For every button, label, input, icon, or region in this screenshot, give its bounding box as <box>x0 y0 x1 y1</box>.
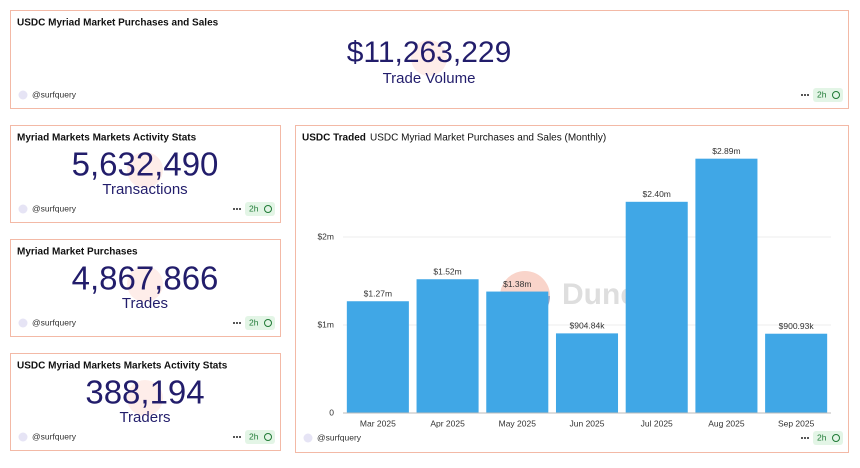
age: 2h <box>249 431 259 441</box>
menu-dot <box>239 322 241 324</box>
author: @surfquery <box>32 431 77 441</box>
chart-title: USDC Traded <box>302 133 366 144</box>
menu-dot <box>239 208 241 210</box>
counter-label: Trades <box>122 295 168 312</box>
menu-dot <box>236 322 238 324</box>
check-icon <box>264 319 272 327</box>
menu-dot <box>239 436 241 438</box>
value-label: $1.27m <box>364 288 392 298</box>
counter-glow <box>127 266 163 302</box>
chart-subtitle: USDC Myriad Market Purchases and Sales (… <box>370 133 606 144</box>
bar <box>765 333 828 413</box>
menu-dot <box>236 208 238 210</box>
watermark: Dune <box>562 278 637 311</box>
y-tick-label: 0 <box>329 407 334 417</box>
author: @surfquery <box>32 89 77 99</box>
value-label: $904.84k <box>570 321 606 331</box>
check-icon <box>832 91 840 99</box>
menu-dot <box>801 437 803 439</box>
counter-label: Transactions <box>102 181 187 198</box>
avatar <box>18 432 28 442</box>
bar <box>416 279 479 413</box>
x-tick-label: Apr 2025 <box>430 418 465 428</box>
bar <box>346 301 409 413</box>
bar <box>625 201 688 413</box>
value-label: $1.38m <box>503 279 531 289</box>
value-label: $1.52m <box>433 266 461 276</box>
x-tick-label: Sep 2025 <box>778 418 815 428</box>
menu-dot <box>807 437 809 439</box>
age: 2h <box>817 89 827 99</box>
value-label: $2.89m <box>712 146 740 156</box>
menu-dot <box>807 94 809 96</box>
check-icon <box>832 434 840 442</box>
avatar <box>303 433 313 443</box>
value-label: $900.93k <box>779 321 815 331</box>
bar <box>555 333 619 413</box>
x-tick-label: Jun 2025 <box>570 418 605 428</box>
bar <box>695 158 758 413</box>
counter-value: 5,632,490 <box>72 146 219 183</box>
menu-dot <box>233 322 235 324</box>
avatar <box>18 90 28 100</box>
x-tick-label: Mar 2025 <box>360 418 396 428</box>
age: 2h <box>249 317 259 327</box>
counter-title: Myriad Markets Markets Activity Stats <box>17 133 197 144</box>
value-label: $2.40m <box>643 189 671 199</box>
counter-glow <box>127 152 163 188</box>
author: @surfquery <box>317 432 362 442</box>
counter-glow <box>127 380 163 416</box>
menu-dot <box>801 94 803 96</box>
counter-value: 388,194 <box>85 374 204 411</box>
x-tick-label: Aug 2025 <box>708 418 745 428</box>
counter-title: USDC Myriad Market Purchases and Sales <box>17 18 219 29</box>
y-tick-label: $2m <box>317 231 334 241</box>
author: @surfquery <box>32 317 77 327</box>
check-icon <box>264 205 272 213</box>
author: @surfquery <box>32 203 77 213</box>
menu-dot <box>236 436 238 438</box>
avatar <box>18 204 28 214</box>
menu-dot <box>233 436 235 438</box>
menu-dot <box>804 94 806 96</box>
menu-dot <box>804 437 806 439</box>
counter-label: Trade Volume <box>383 70 476 87</box>
counter-value: $11,263,229 <box>347 36 512 69</box>
age: 2h <box>817 432 827 442</box>
x-tick-label: May 2025 <box>499 418 537 428</box>
bar <box>486 291 549 413</box>
counter-title: Myriad Market Purchases <box>17 247 138 258</box>
menu-dot <box>233 208 235 210</box>
counter-card <box>10 125 281 223</box>
y-tick-label: $1m <box>317 319 334 329</box>
age: 2h <box>249 203 259 213</box>
counter-title: USDC Myriad Markets Markets Activity Sta… <box>17 361 228 372</box>
counter-value: 4,867,866 <box>72 260 219 297</box>
check-icon <box>264 433 272 441</box>
counter-label: Traders <box>119 409 170 426</box>
x-tick-label: Jul 2025 <box>641 418 673 428</box>
avatar <box>18 318 28 328</box>
counter-glow <box>411 40 447 76</box>
